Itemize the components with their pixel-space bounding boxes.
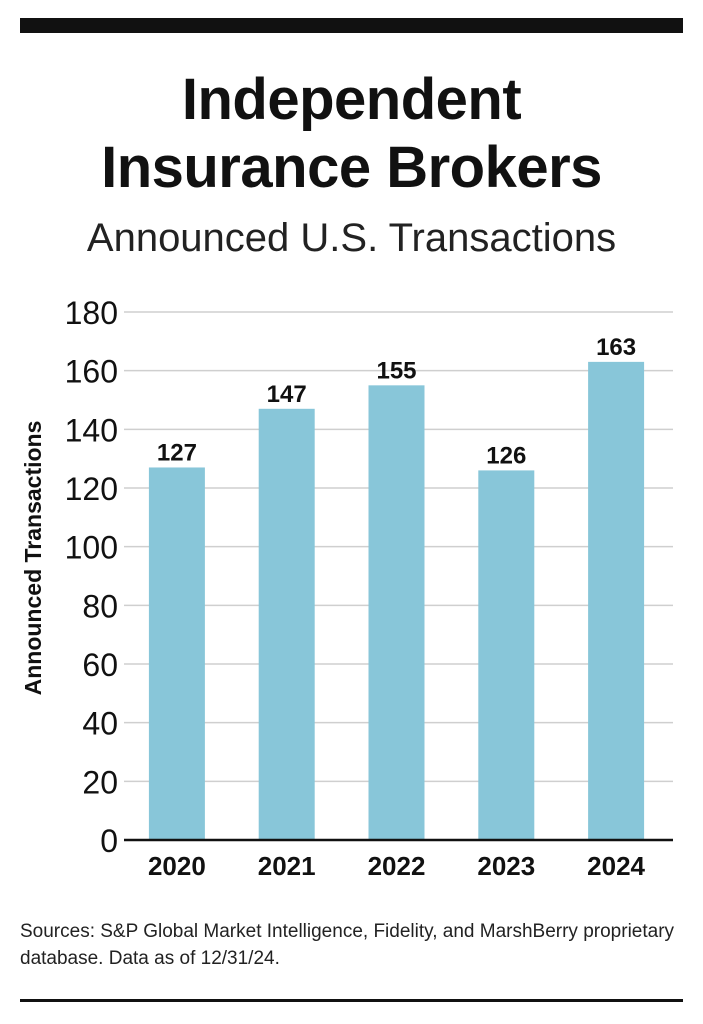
data-label-2024: 163	[596, 334, 636, 361]
bar-2022	[368, 385, 425, 840]
x-tick-label-2024: 2024	[587, 851, 645, 881]
y-tick-label: 0	[100, 823, 118, 859]
y-tick-label: 120	[65, 471, 118, 507]
y-tick-labels: 0 20 40 60 80 100 120 140 160 180	[65, 295, 118, 859]
chart-title-line-2: Insurance Brokers	[101, 135, 602, 200]
y-tick-label: 100	[65, 530, 118, 566]
y-axis-label: Announced Transactions	[20, 421, 46, 696]
data-label-2021: 147	[267, 381, 307, 408]
x-tick-label-2020: 2020	[148, 851, 206, 881]
data-label-2023: 126	[486, 442, 526, 469]
y-tick-label: 140	[65, 412, 118, 448]
top-rule	[20, 18, 683, 33]
chart-title: Independent Insurance Brokers	[20, 66, 683, 202]
bar-2020	[148, 467, 205, 840]
y-tick-label: 40	[82, 706, 118, 742]
bottom-rule	[20, 999, 683, 1002]
y-tick-label: 20	[82, 764, 118, 800]
x-tick-label-2022: 2022	[368, 851, 426, 881]
data-label-2020: 127	[157, 439, 197, 466]
x-tick-label-2023: 2023	[477, 851, 535, 881]
bars	[148, 361, 645, 840]
bar-2021	[258, 408, 315, 840]
data-label-2022: 155	[376, 357, 416, 384]
x-tick-labels: 2020 2021 2022 2023 2024	[148, 851, 646, 881]
y-tick-label: 180	[65, 295, 118, 331]
source-note: Sources: S&P Global Market Intelligence,…	[20, 921, 675, 969]
chart-subtitle: Announced U.S. Transactions	[86, 216, 617, 260]
chart-title-line-1: Independent	[181, 67, 522, 132]
y-tick-label: 80	[82, 588, 118, 624]
bar-2023	[478, 470, 535, 840]
bar-2024	[588, 361, 645, 840]
y-tick-label: 60	[82, 647, 118, 683]
y-tick-label: 160	[65, 354, 118, 390]
x-tick-label-2021: 2021	[258, 851, 316, 881]
data-labels: 127 147 155 126 163	[157, 334, 636, 470]
